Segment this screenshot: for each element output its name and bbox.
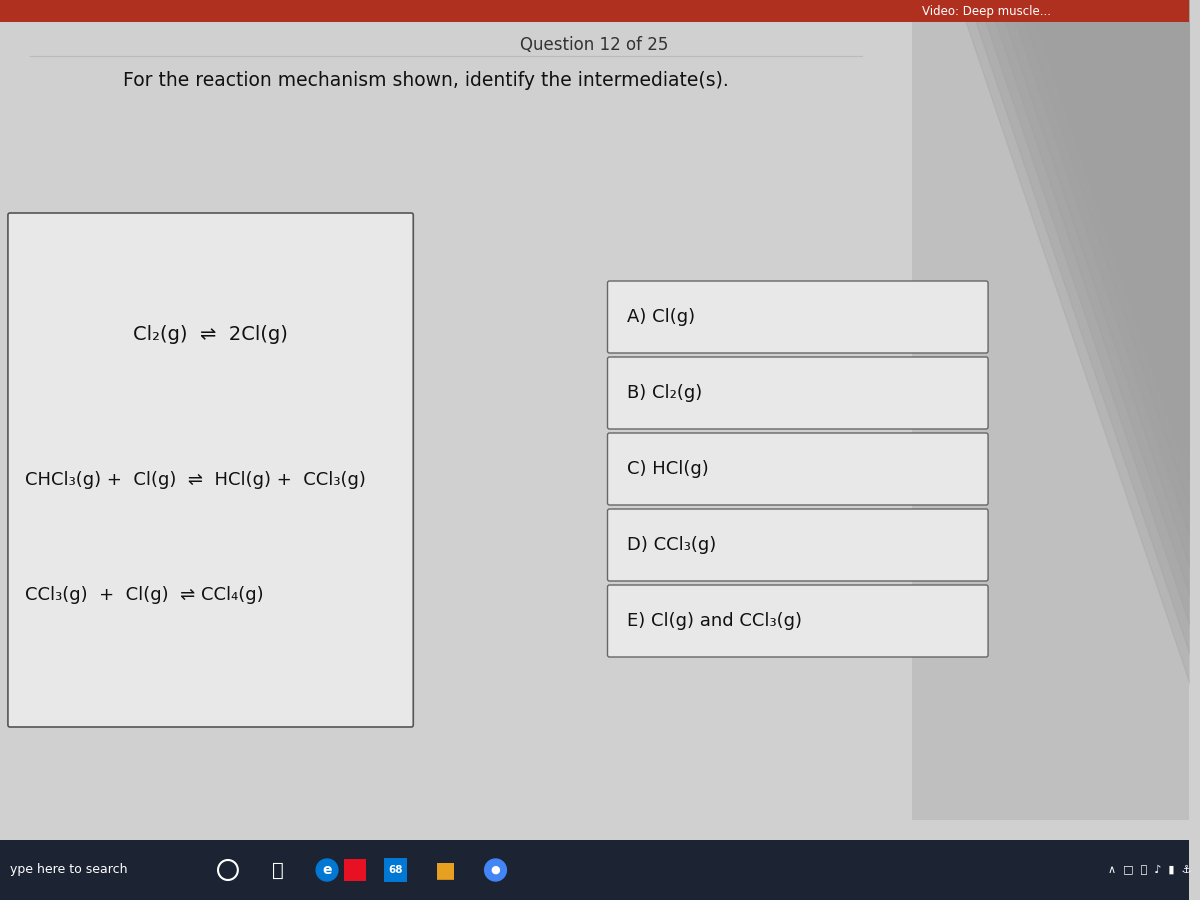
FancyBboxPatch shape [607,433,988,505]
Text: E) Cl(g) and CCl₃(g): E) Cl(g) and CCl₃(g) [628,612,803,630]
Text: C) HCl(g): C) HCl(g) [628,460,709,478]
Text: Question 12 of 25: Question 12 of 25 [521,36,668,54]
FancyBboxPatch shape [0,840,1189,900]
FancyBboxPatch shape [607,509,988,581]
Text: CHCl₃(g) +  Cl(g)  ⇌  HCl(g) +  CCl₃(g): CHCl₃(g) + Cl(g) ⇌ HCl(g) + CCl₃(g) [25,471,366,489]
Circle shape [485,859,506,881]
FancyBboxPatch shape [607,585,988,657]
Circle shape [316,859,338,881]
Text: ■: ■ [436,860,456,880]
Text: e: e [323,863,331,877]
FancyBboxPatch shape [384,858,407,882]
Text: ●: ● [491,865,500,875]
Text: ∧  □    ♪  ▮  ⚓: ∧ □  ♪ ▮ ⚓ [1108,865,1192,875]
Text: 68: 68 [388,865,403,875]
FancyBboxPatch shape [344,859,366,881]
FancyBboxPatch shape [607,281,988,353]
FancyBboxPatch shape [912,0,1189,820]
Text: D) CCl₃(g): D) CCl₃(g) [628,536,716,554]
Text: CCl₃(g)  +  Cl(g)  ⇌ CCl₄(g): CCl₃(g) + Cl(g) ⇌ CCl₄(g) [25,586,264,604]
Text: ⧉: ⧉ [271,860,283,879]
Text: A) Cl(g): A) Cl(g) [628,308,696,326]
FancyBboxPatch shape [0,0,1189,22]
Text: ype here to search: ype here to search [10,863,127,877]
Text: For the reaction mechanism shown, identify the intermediate(s).: For the reaction mechanism shown, identi… [124,70,730,89]
Text: Video: Deep muscle...: Video: Deep muscle... [922,5,1050,19]
FancyBboxPatch shape [607,357,988,429]
Text: B) Cl₂(g): B) Cl₂(g) [628,384,702,402]
Text: Cl₂(g)  ⇌  2Cl(g): Cl₂(g) ⇌ 2Cl(g) [133,326,288,345]
FancyBboxPatch shape [8,213,413,727]
